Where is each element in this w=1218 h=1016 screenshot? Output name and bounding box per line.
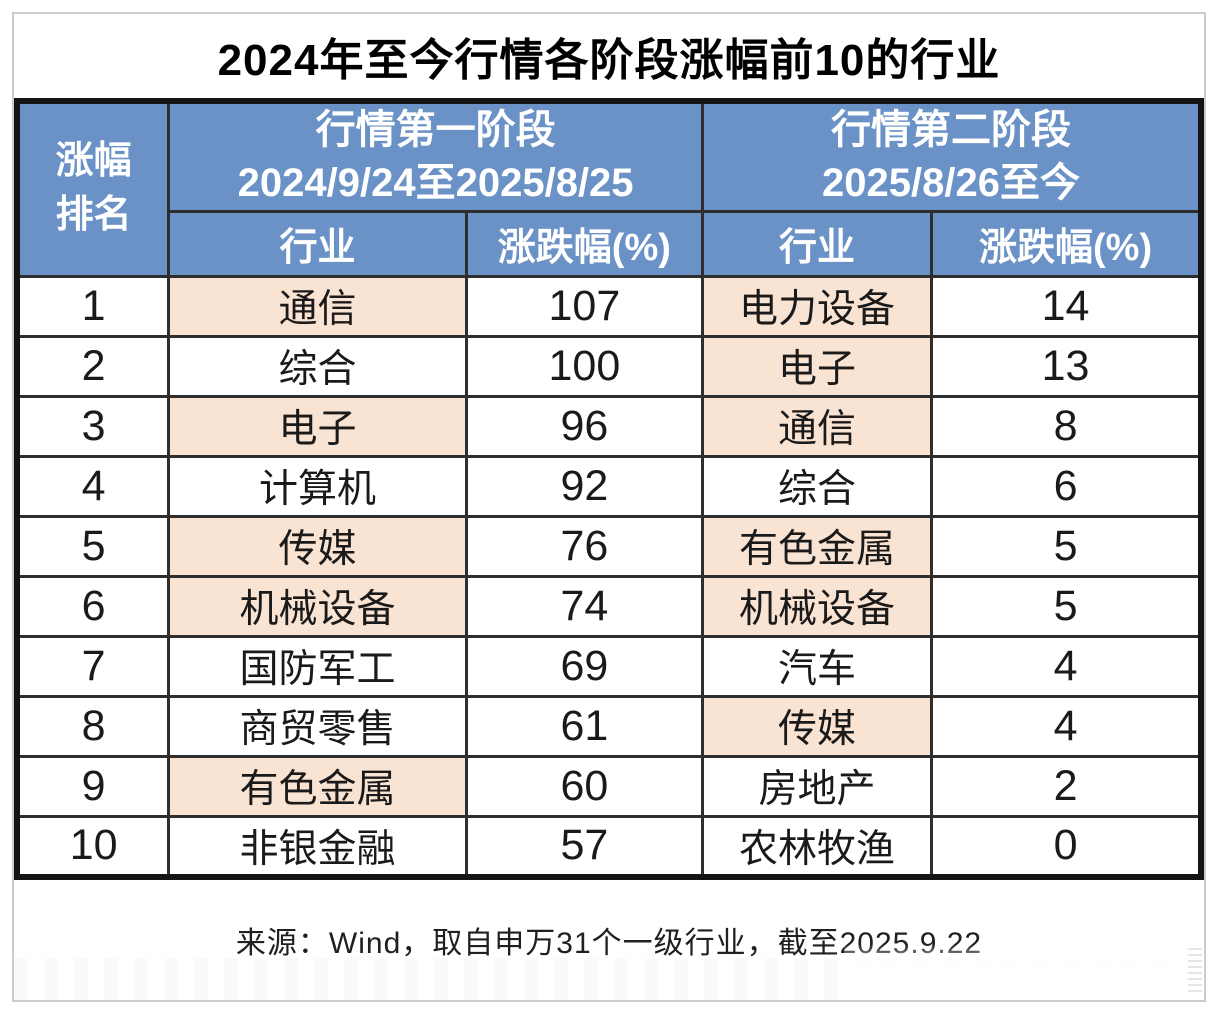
- content-frame: 2024年至今行情各阶段涨幅前10的行业 涨幅 排名 行情第一阶段 2024/9…: [12, 12, 1206, 1002]
- stage1-industry-cell: 综合: [167, 334, 468, 398]
- rank-cell: 1: [15, 274, 171, 338]
- stage1-name: 行情第一阶段: [315, 108, 556, 152]
- stage1-change-cell: 100: [464, 334, 704, 398]
- stage1-industry-header: 行业: [167, 209, 468, 278]
- watermark-remnant: [1188, 948, 1202, 996]
- ranking-table: 涨幅 排名 行情第一阶段 2024/9/24至2025/8/25 行情第二阶段 …: [14, 98, 1204, 880]
- table-row: 8 商贸零售 61 传媒 4: [15, 694, 1203, 758]
- stage2-change-cell: 14: [930, 274, 1203, 338]
- rank-cell: 5: [15, 514, 171, 578]
- rank-cell: 10: [15, 814, 171, 879]
- stage2-change-header: 涨跌幅(%): [930, 209, 1203, 278]
- stage1-header: 行情第一阶段 2024/9/24至2025/8/25: [167, 99, 704, 213]
- rank-cell: 6: [15, 574, 171, 638]
- table-row: 6 机械设备 74 机械设备 5: [15, 574, 1203, 638]
- watermark-ghost: [14, 958, 1204, 1000]
- stage1-change-cell: 57: [464, 814, 704, 879]
- stage1-industry-cell: 机械设备: [167, 574, 468, 638]
- stage2-change-cell: 0: [930, 814, 1203, 879]
- rank-header-line2: 排名: [55, 194, 132, 237]
- stage2-period: 2025/8/26至今: [822, 160, 1080, 205]
- rank-column-header: 涨幅 排名: [15, 99, 171, 278]
- stage2-industry-cell: 电子: [700, 334, 934, 398]
- stage1-industry-cell: 计算机: [167, 454, 468, 518]
- stage1-change-cell: 74: [464, 574, 704, 638]
- stage2-change-cell: 13: [930, 334, 1203, 398]
- rank-cell: 9: [15, 754, 171, 818]
- table-row: 2 综合 100 电子 13: [15, 334, 1203, 398]
- stage2-industry-cell: 有色金属: [700, 514, 934, 578]
- table-row: 10 非银金融 57 农林牧渔 0: [15, 814, 1203, 879]
- stage-header-row: 涨幅 排名 行情第一阶段 2024/9/24至2025/8/25 行情第二阶段 …: [15, 99, 1203, 278]
- title-bar: 2024年至今行情各阶段涨幅前10的行业: [14, 14, 1204, 98]
- rank-cell: 7: [15, 634, 171, 698]
- rank-cell: 2: [15, 334, 171, 398]
- rank-cell: 8: [15, 694, 171, 758]
- stage1-change-cell: 92: [464, 454, 704, 518]
- stage2-change-cell: 4: [930, 634, 1203, 698]
- stage2-industry-cell: 综合: [700, 454, 934, 518]
- stage2-change-cell: 4: [930, 694, 1203, 758]
- table-row: 3 电子 96 通信 8: [15, 394, 1203, 458]
- stage2-change-cell: 5: [930, 514, 1203, 578]
- stage1-change-cell: 69: [464, 634, 704, 698]
- stage2-change-cell: 6: [930, 454, 1203, 518]
- stage2-change-cell: 8: [930, 394, 1203, 458]
- stage1-change-header: 涨跌幅(%): [464, 209, 704, 278]
- stage2-industry-header: 行业: [700, 209, 934, 278]
- stage2-header: 行情第二阶段 2025/8/26至今: [700, 99, 1203, 213]
- table-row: 5 传媒 76 有色金属 5: [15, 514, 1203, 578]
- stage1-industry-cell: 通信: [167, 274, 468, 338]
- stage1-industry-cell: 传媒: [167, 514, 468, 578]
- stage1-change-cell: 76: [464, 514, 704, 578]
- stage1-period: 2024/9/24至2025/8/25: [237, 160, 634, 205]
- table-row: 1 通信 107 电力设备 14: [15, 274, 1203, 338]
- table-body: 1 通信 107 电力设备 14 2 综合 100 电子 13 3 电子 96 通信 8 4 计算机 92 综合 6 5…: [15, 274, 1203, 879]
- stage1-industry-cell: 国防军工: [167, 634, 468, 698]
- stage2-change-cell: 5: [930, 574, 1203, 638]
- stage2-industry-cell: 机械设备: [700, 574, 934, 638]
- stage2-industry-cell: 汽车: [700, 634, 934, 698]
- page-title: 2024年至今行情各阶段涨幅前10的行业: [217, 36, 1001, 85]
- stage2-industry-cell: 通信: [700, 394, 934, 458]
- stage2-industry-cell: 传媒: [700, 694, 934, 758]
- stage2-industry-cell: 电力设备: [700, 274, 934, 338]
- stage2-name: 行情第二阶段: [830, 108, 1071, 152]
- table-row: 9 有色金属 60 房地产 2: [15, 754, 1203, 818]
- stage2-industry-cell: 房地产: [700, 754, 934, 818]
- table-row: 4 计算机 92 综合 6: [15, 454, 1203, 518]
- source-note: 来源：Wind，取自申万31个一级行业，截至2025.9.22: [235, 926, 983, 960]
- rank-cell: 3: [15, 394, 171, 458]
- stage2-industry-cell: 农林牧渔: [700, 814, 934, 879]
- stage2-change-cell: 2: [930, 754, 1203, 818]
- rank-cell: 4: [15, 454, 171, 518]
- stage1-change-cell: 61: [464, 694, 704, 758]
- sub-header-row: 行业 涨跌幅(%) 行业 涨跌幅(%): [17, 209, 1203, 278]
- stage1-change-cell: 96: [464, 394, 704, 458]
- stage1-industry-cell: 非银金融: [167, 814, 468, 879]
- stage1-change-cell: 107: [464, 274, 704, 338]
- stage1-industry-cell: 商贸零售: [167, 694, 468, 758]
- stage1-industry-cell: 电子: [167, 394, 468, 458]
- rank-header-line1: 涨幅: [55, 140, 132, 183]
- footer: 来源：Wind，取自申万31个一级行业，截至2025.9.22: [14, 880, 1204, 1000]
- stage1-industry-cell: 有色金属: [167, 754, 468, 818]
- stage1-change-cell: 60: [464, 754, 704, 818]
- table-row: 7 国防军工 69 汽车 4: [15, 634, 1203, 698]
